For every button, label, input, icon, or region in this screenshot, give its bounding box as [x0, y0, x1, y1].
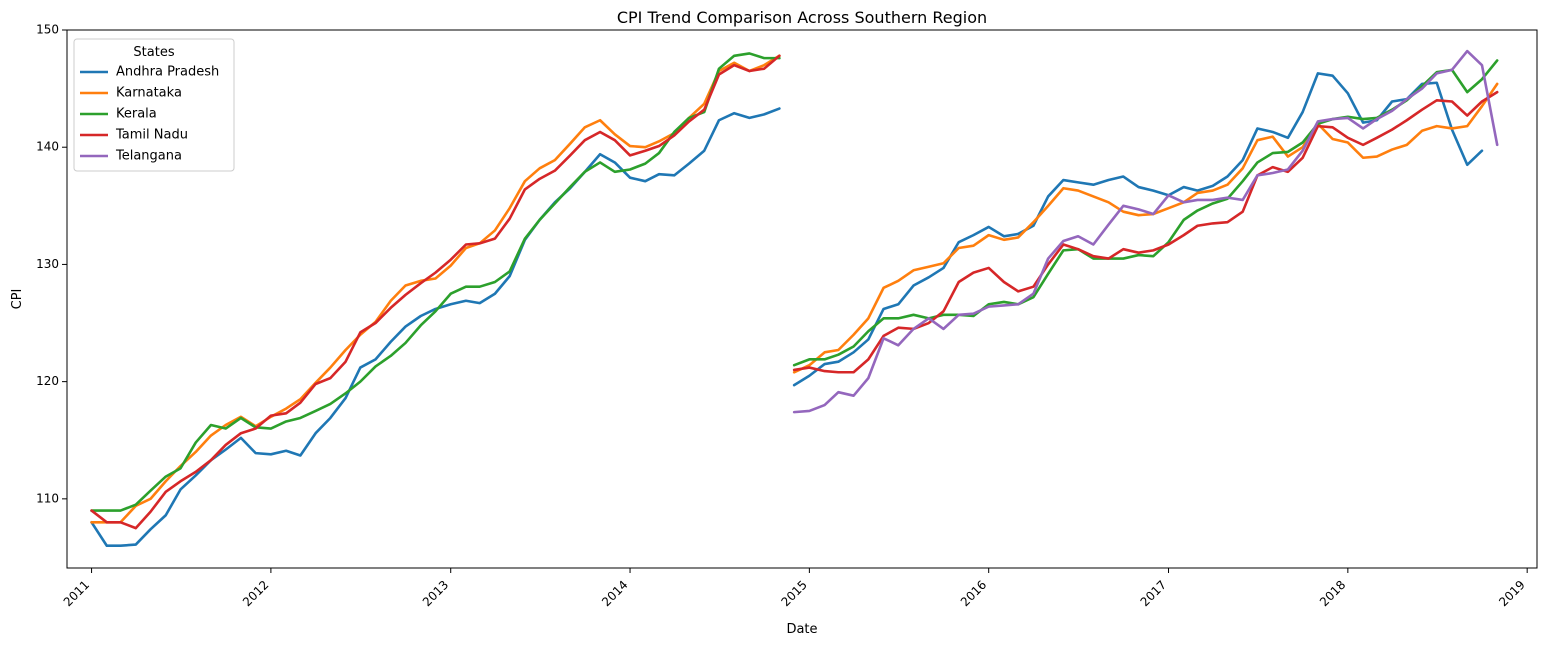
- series-line-telangana-1: [792, 49, 1499, 414]
- y-tick-label: 150: [36, 23, 59, 37]
- y-axis: 110 120 130 140 150: [36, 23, 67, 505]
- legend-label-karnataka: Karnataka: [116, 86, 182, 101]
- legend-label-tamil-nadu: Tamil Nadu: [115, 128, 188, 143]
- legend-frame: [73, 38, 235, 172]
- x-tick-label: 2013: [420, 578, 451, 609]
- y-tick-label: 130: [36, 257, 59, 271]
- y-tick-label: 140: [36, 140, 59, 154]
- x-tick-label: 2015: [778, 578, 809, 609]
- x-tick-label: 2012: [240, 578, 271, 609]
- y-tick-label: 120: [36, 374, 59, 388]
- x-axis: 2011 2012 2013 2014 2015 2016 2017 2018 2019: [61, 568, 1528, 609]
- x-tick-label: 2016: [958, 578, 989, 609]
- legend-items: Andhra Pradesh Karnataka Kerala Tamil Nadu T…: [80, 65, 219, 164]
- y-axis-label: CPI: [10, 289, 25, 310]
- legend-label-telangana: Telangana: [115, 149, 182, 164]
- series-line-andhra-pradesh-2: [792, 72, 1484, 387]
- legend-label-andhra-pradesh: Andhra Pradesh: [116, 65, 219, 80]
- series-line-karnataka-1: [90, 54, 781, 524]
- series-line-tamil-nadu-2: [792, 90, 1499, 374]
- x-axis-label: Date: [786, 622, 817, 637]
- chart-title: CPI Trend Comparison Across Southern Reg…: [617, 8, 987, 27]
- y-tick-label: 110: [36, 491, 59, 505]
- series-line-andhra-pradesh-1: [90, 107, 781, 548]
- plot-area: [90, 49, 1499, 548]
- plot-frame: [66, 29, 1538, 569]
- legend-label-kerala: Kerala: [116, 107, 157, 122]
- legend: States Andhra Pradesh Karnataka Kerala Tami…: [73, 38, 235, 172]
- x-tick-label: 2011: [61, 578, 92, 609]
- x-tick-label: 2014: [599, 578, 630, 609]
- series-line-kerala-1: [90, 52, 781, 512]
- legend-title: States: [133, 45, 174, 60]
- x-tick-label: 2017: [1138, 578, 1169, 609]
- series-line-karnataka-2: [792, 82, 1499, 374]
- x-tick-label: 2018: [1317, 578, 1348, 609]
- series-line-tamil-nadu-1: [90, 54, 781, 530]
- x-tick-label: 2019: [1496, 578, 1527, 609]
